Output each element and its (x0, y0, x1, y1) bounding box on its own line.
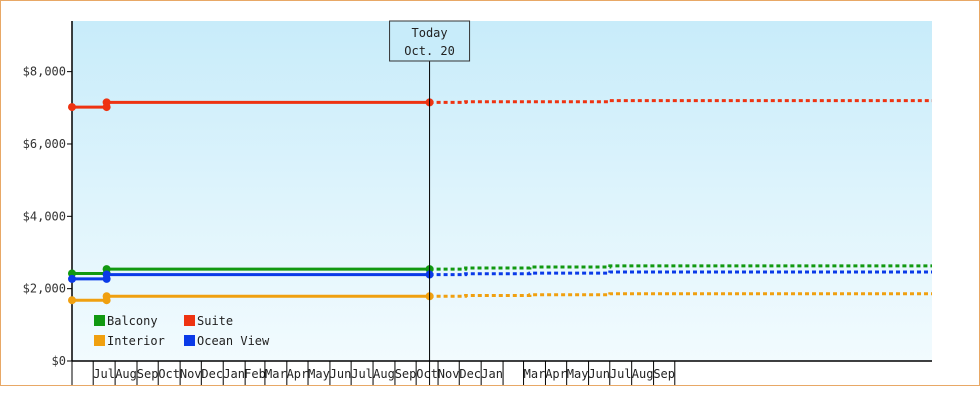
x-tick-label: Feb (244, 367, 266, 381)
x-tick-label: Nov (180, 367, 202, 381)
today-label: Today (412, 26, 448, 40)
x-tick-label: Aug (115, 367, 137, 381)
data-point[interactable] (68, 103, 76, 112)
legend-label[interactable]: Ocean View (197, 334, 270, 348)
y-tick-label: $8,000 (23, 65, 66, 79)
x-tick-label: Sep (137, 367, 159, 381)
x-axis: Jul Aug Sep Oct Nov Dec Jan Feb Mar Apr May Jun Jul A… (71, 360, 932, 385)
x-tick-label: Apr (545, 367, 567, 381)
y-axis: $0 $2,000 $4,000 $6,000 $8,000 (23, 21, 73, 368)
x-tick-label: Oct (416, 367, 438, 381)
series-projection-ocean-view (429, 270, 932, 277)
x-tick-label: Aug (632, 367, 654, 381)
legend-label[interactable]: Suite (197, 314, 233, 328)
legend: Balcony Suite Interior Ocean View (94, 314, 270, 348)
legend-swatch (184, 315, 195, 326)
series-projection-balcony (429, 264, 932, 271)
data-point[interactable] (68, 274, 76, 283)
data-point[interactable] (102, 98, 111, 107)
today-date: Oct. 20 (404, 44, 455, 58)
x-tick-label: Jul (93, 367, 115, 381)
x-tick-label: May (308, 367, 330, 381)
chart-frame: $0 $2,000 $4,000 $6,000 $8,000 Jul Aug Sep Oct N… (0, 0, 980, 386)
x-tick-label: Jun (588, 367, 610, 381)
x-tick-label: Dec (459, 367, 481, 381)
y-tick-label: $2,000 (23, 282, 66, 296)
x-tick-label: Oct (158, 367, 180, 381)
x-tick-label: Jan (223, 367, 245, 381)
x-tick-label: Mar (524, 367, 546, 381)
x-tick-label: Jun (330, 367, 352, 381)
x-tick-label: Sep (653, 367, 675, 381)
today-marker: Today Oct. 20 (389, 20, 471, 385)
plot-background (72, 21, 932, 361)
series-projection-interior (429, 292, 932, 298)
legend-label[interactable]: Balcony (107, 314, 158, 328)
x-tick-label: Aug (373, 367, 395, 381)
x-tick-label: Jan (481, 367, 503, 381)
x-tick-label: Dec (201, 367, 223, 381)
legend-swatch (94, 335, 105, 346)
series-lines (68, 98, 932, 305)
x-tick-label: Sep (395, 367, 417, 381)
x-tick-label: Jul (351, 367, 373, 381)
y-tick-label: $4,000 (23, 209, 66, 223)
legend-swatch (184, 335, 195, 346)
y-tick-label: $0 (52, 354, 66, 368)
x-tick-label: Apr (287, 367, 309, 381)
x-tick-label: May (567, 367, 589, 381)
legend-swatch (94, 315, 105, 326)
data-point[interactable] (102, 270, 111, 279)
today-box (389, 20, 471, 62)
x-tick-label: Nov (438, 367, 460, 381)
x-tick-label: Jul (610, 367, 632, 381)
series-projection-suite (429, 99, 932, 104)
x-tick-label: Mar (265, 367, 287, 381)
y-tick-label: $6,000 (23, 137, 66, 151)
data-point[interactable] (68, 296, 76, 305)
legend-label[interactable]: Interior (107, 334, 165, 348)
data-point[interactable] (102, 292, 111, 301)
